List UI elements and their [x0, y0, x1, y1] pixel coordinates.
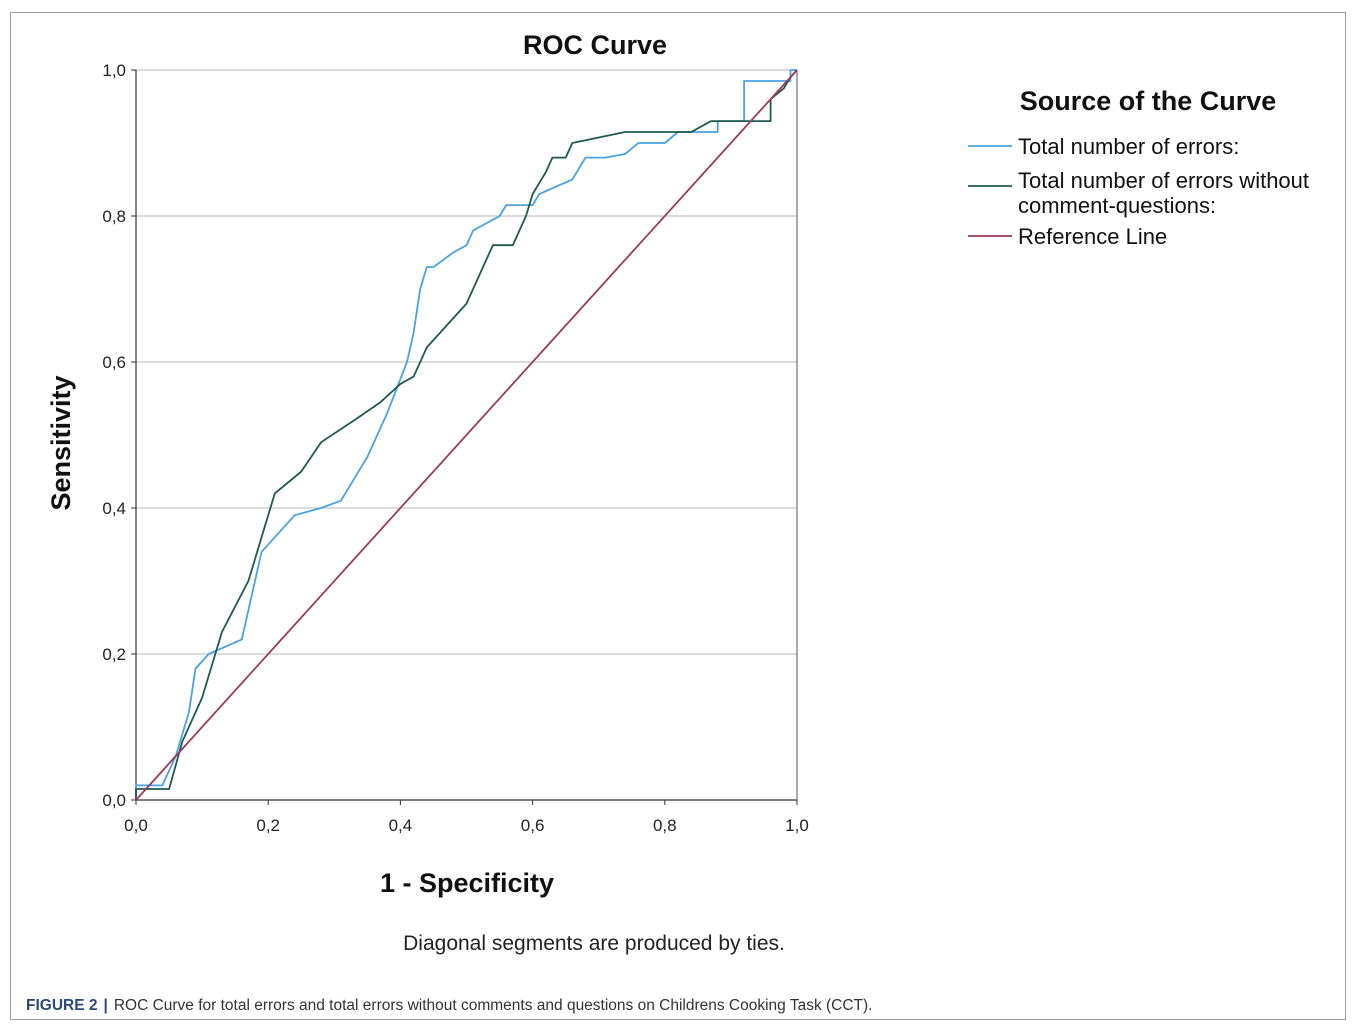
series-line-2 — [135, 69, 798, 800]
y-tick-label: 0,0 — [102, 791, 126, 810]
x-tick-label: 1,0 — [785, 816, 809, 835]
series-lines — [135, 69, 798, 801]
chart-title: ROC Curve — [523, 30, 667, 60]
x-axis-title: 1 - Specificity — [380, 868, 554, 898]
legend-label: Total number of errors: — [1018, 134, 1239, 159]
x-tick-label: 0,4 — [389, 816, 413, 835]
x-tick-labels: 0,0 0,2 0,4 0,6 0,8 1,0 — [124, 816, 809, 835]
caption-separator: | — [103, 997, 108, 1014]
caption-text: ROC Curve for total errors and total err… — [113, 997, 873, 1014]
y-tick-label: 1,0 — [102, 61, 126, 80]
legend-label: Total number of errors without comment-qu… — [1018, 168, 1309, 218]
caption-label: FIGURE 2 — [26, 997, 98, 1014]
axes — [131, 69, 798, 805]
ties-note: Diagonal segments are produced by ties. — [403, 932, 785, 955]
y-tick-labels: 0,0 0,2 0,4 0,6 0,8 1,0 — [102, 61, 126, 810]
figure-caption: FIGURE 2 | ROC Curve for total errors and … — [26, 997, 873, 1015]
y-axis-title: Sensitivity — [46, 375, 76, 510]
legend-label: Reference Line — [1018, 224, 1167, 249]
legend-title: Source of the Curve — [1020, 86, 1277, 116]
x-tick-label: 0,6 — [521, 816, 545, 835]
series-line-3 — [135, 69, 798, 801]
y-tick-label: 0,4 — [102, 499, 126, 518]
legend: Total number of errors: Total number of e… — [968, 134, 1309, 249]
y-tick-label: 0,2 — [102, 645, 126, 664]
y-tick-label: 0,8 — [102, 207, 126, 226]
x-tick-label: 0,8 — [653, 816, 677, 835]
grid-lines — [136, 69, 797, 655]
y-tick-label: 0,6 — [102, 353, 126, 372]
x-tick-label: 0,2 — [256, 816, 280, 835]
figure-frame — [10, 12, 1346, 1020]
x-tick-label: 0,0 — [124, 816, 148, 835]
